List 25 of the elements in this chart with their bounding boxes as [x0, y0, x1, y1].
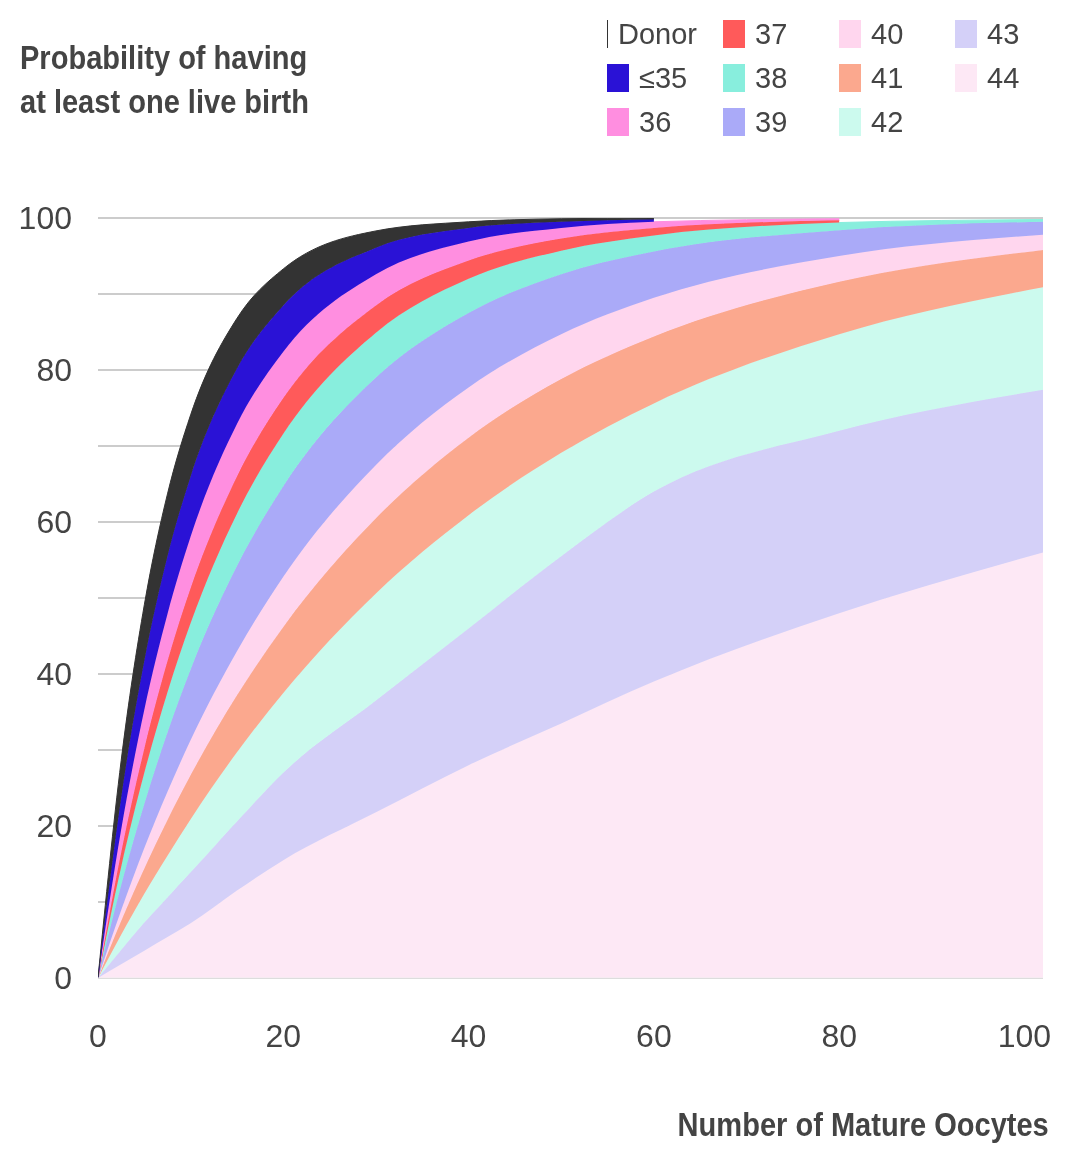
y-tick-label: 40	[36, 656, 72, 693]
chart-title: Probability of having at least one live birth	[20, 39, 309, 120]
y-tick-label: 20	[36, 808, 72, 845]
x-tick-label: 20	[265, 1017, 302, 1054]
x-tick-label: 40	[450, 1017, 487, 1054]
legend-label: 43	[987, 17, 1020, 50]
legend-label: ≤35	[639, 61, 688, 94]
y-tick-label: 0	[54, 960, 72, 997]
y-tick-label: 60	[36, 504, 72, 541]
legend-label: Donor	[618, 17, 697, 50]
x-tick-label: 80	[821, 1017, 857, 1054]
x-axis-title: Number of Mature Oocytes	[677, 1106, 1049, 1143]
legend-label: 36	[639, 105, 672, 138]
legend-label: 41	[871, 61, 904, 94]
x-tick-label: 100	[997, 1017, 1052, 1054]
x-tick-label: 0	[89, 1017, 107, 1054]
legend-label: 37	[755, 17, 788, 50]
x-tick-label: 60	[636, 1017, 672, 1054]
legend-label: 42	[871, 105, 904, 138]
y-tick-label: 80	[36, 352, 72, 389]
legend-label: 39	[755, 105, 788, 138]
legend-label: 40	[871, 17, 904, 50]
legend-label: 44	[987, 61, 1020, 94]
y-tick-label: 100	[18, 200, 72, 237]
legend-label: 38	[755, 61, 788, 94]
